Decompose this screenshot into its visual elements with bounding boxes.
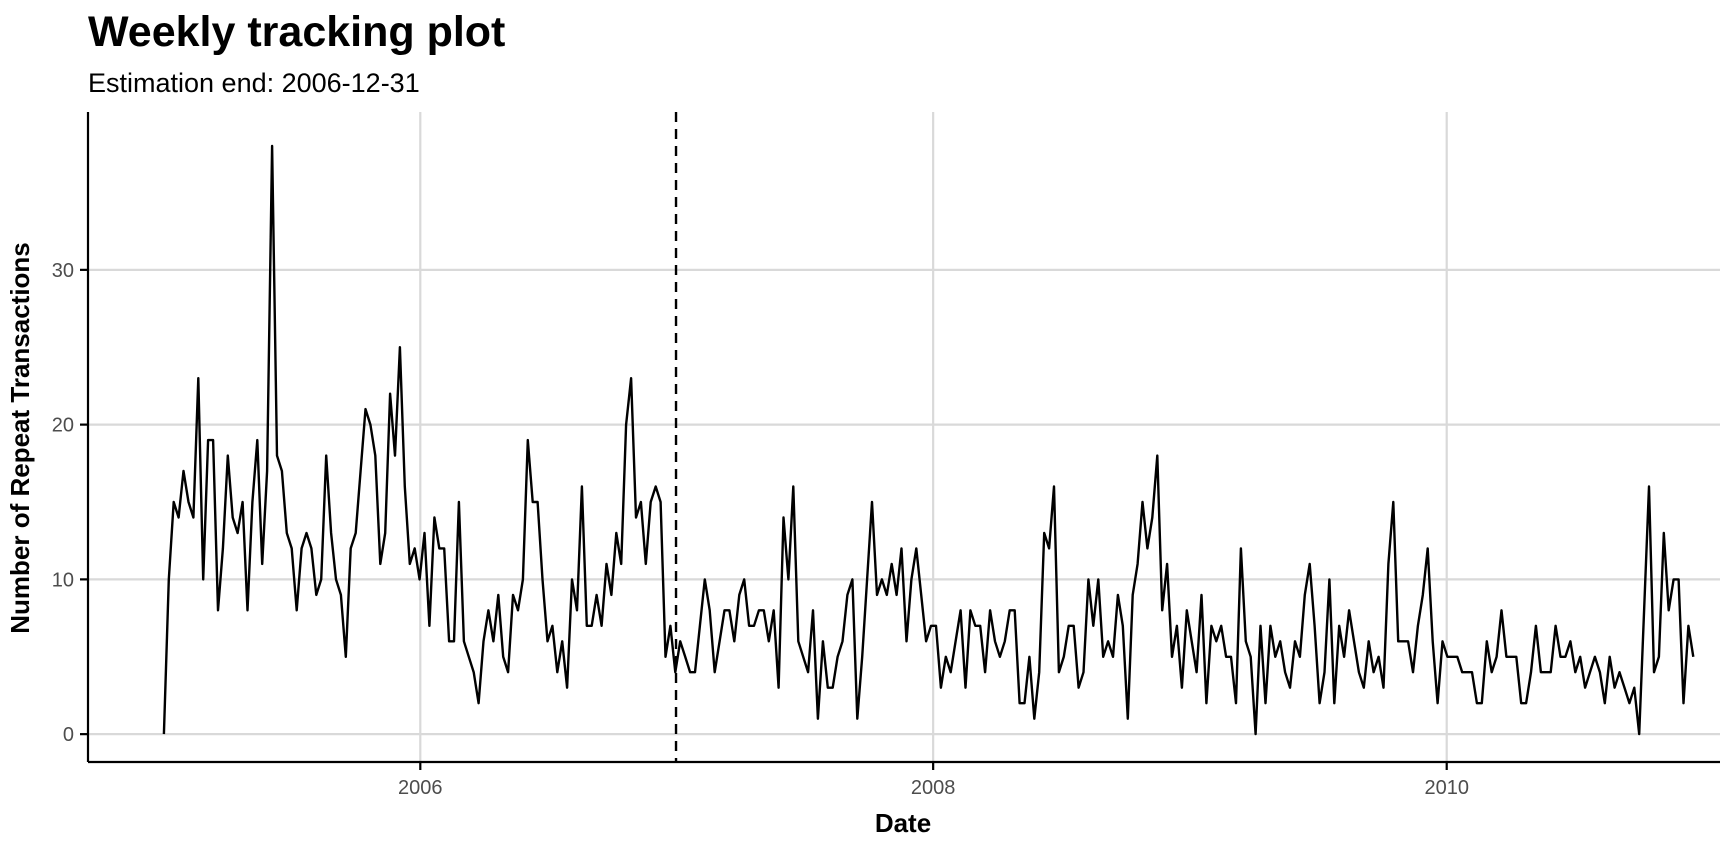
y-tick-label: 30 — [52, 260, 74, 282]
x-tick-labels: 2006 2008 2010 — [398, 777, 1469, 799]
x-axis-title: Date — [875, 808, 931, 838]
y-axis-title: Number of Repeat Transactions — [5, 242, 35, 634]
axes — [80, 112, 1720, 770]
gridlines — [88, 112, 1720, 762]
y-tick-label: 0 — [63, 724, 74, 746]
series-layer — [162, 144, 1695, 736]
y-tick-labels: 0 10 20 30 — [52, 260, 74, 746]
series-line — [162, 144, 1695, 736]
y-tick-label: 10 — [52, 569, 74, 591]
x-tick-label: 2010 — [1424, 777, 1469, 799]
y-tick-label: 20 — [52, 415, 74, 437]
chart-subtitle: Estimation end: 2006-12-31 — [88, 68, 420, 98]
x-tick-label: 2008 — [911, 777, 956, 799]
chart-title: Weekly tracking plot — [88, 8, 505, 56]
x-tick-label: 2006 — [398, 777, 443, 799]
